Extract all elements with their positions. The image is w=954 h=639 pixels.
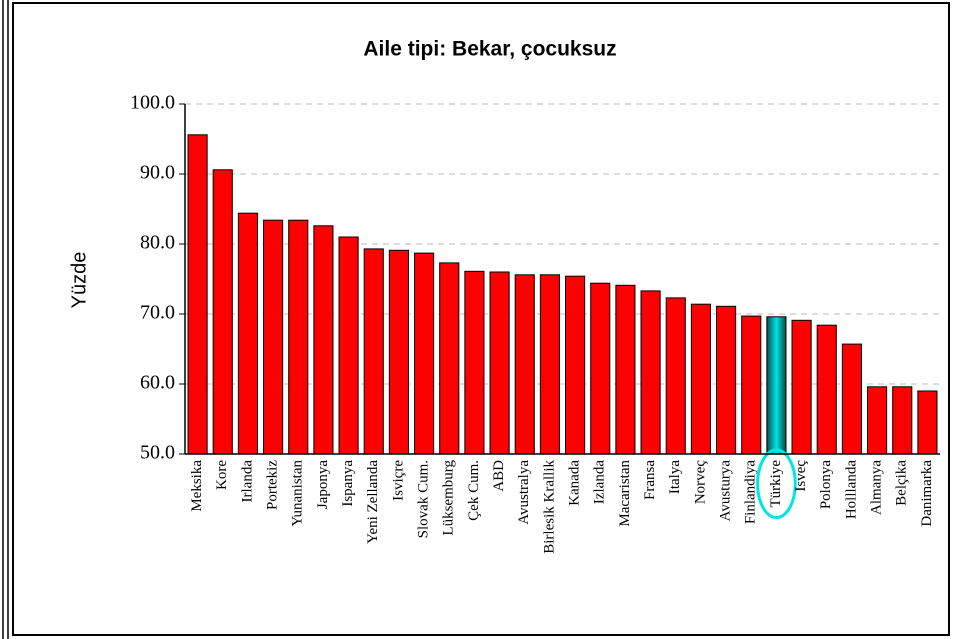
x-tick-label: ABD	[491, 460, 507, 492]
x-tick-label: Danimarka	[919, 460, 935, 527]
bar	[414, 252, 435, 455]
bar	[489, 271, 510, 455]
x-tick-label: Birlesik Krallik	[541, 460, 557, 554]
x-tick-label: Avustralya	[516, 460, 532, 525]
bar	[791, 319, 812, 455]
x-tick-label: Belçika	[894, 460, 910, 506]
y-tick-label: 70.0	[140, 302, 175, 324]
x-tick-label: Yeni Zellanda	[365, 460, 381, 544]
bar	[640, 290, 661, 455]
x-tick-label: Italya	[667, 460, 683, 494]
x-tick-label: Türkiye	[768, 460, 784, 508]
x-tick-label: Polonya	[818, 460, 834, 510]
bar	[892, 386, 913, 455]
x-tick-label: Finlandiya	[743, 460, 759, 525]
bar	[313, 225, 334, 455]
bar	[917, 390, 938, 455]
x-tick-label: Norveç	[692, 460, 708, 504]
y-tick-label: 50.0	[140, 442, 175, 464]
bar	[690, 303, 711, 455]
bar	[338, 236, 359, 455]
bar	[816, 324, 837, 455]
bar	[237, 212, 258, 455]
bar	[263, 219, 284, 455]
x-tick-label: Japonya	[315, 460, 331, 509]
x-tick-label: Isveç	[793, 460, 809, 492]
x-tick-label: Fransa	[642, 460, 658, 500]
x-tick-label: Macaristan	[617, 460, 633, 527]
x-tick-label: Çek Cum.	[466, 460, 482, 521]
bar	[212, 169, 233, 455]
highlight-ring	[756, 448, 797, 519]
y-tick-label: 100.0	[130, 92, 175, 114]
bar	[514, 274, 535, 455]
x-tick-label: Meksika	[189, 460, 205, 512]
y-tick-label: 60.0	[140, 372, 175, 394]
x-tick-label: Kore	[214, 460, 230, 490]
bar	[741, 315, 762, 455]
y-tick-label: 90.0	[140, 162, 175, 184]
bar	[539, 274, 560, 455]
bar	[615, 284, 636, 455]
x-tick-label: Portekiz	[265, 460, 281, 510]
chart-frame	[12, 2, 950, 636]
x-tick-label: Isviçre	[390, 460, 406, 501]
x-tick-label: Holllanda	[843, 460, 859, 519]
bar	[439, 262, 460, 455]
bar	[867, 386, 888, 455]
bar	[187, 134, 208, 455]
x-tick-label: Ispanya	[340, 460, 356, 507]
x-tick-label: Almanya	[869, 460, 885, 515]
bar	[363, 248, 384, 455]
bar	[288, 219, 309, 455]
bar	[716, 305, 737, 455]
bar	[565, 275, 586, 455]
bar	[841, 343, 862, 455]
x-tick-label: Avusturya	[718, 460, 734, 522]
y-axis-label: Yüzde	[68, 252, 90, 309]
bar	[766, 316, 787, 455]
x-tick-label: Irlanda	[239, 460, 255, 503]
bar	[665, 297, 686, 455]
bar	[464, 270, 485, 455]
bar	[388, 249, 409, 455]
y-tick-label: 80.0	[140, 232, 175, 254]
x-tick-label: Lüksemburg	[441, 460, 457, 536]
x-tick-label: Izlanda	[592, 460, 608, 504]
bar	[590, 282, 611, 455]
x-tick-label: Kanada	[567, 460, 583, 506]
x-tick-label: Yunanistan	[290, 460, 306, 527]
x-tick-label: Slovak Cum.	[416, 460, 432, 538]
chart-title: Aile tipi: Bekar, çocuksuz	[363, 38, 616, 61]
